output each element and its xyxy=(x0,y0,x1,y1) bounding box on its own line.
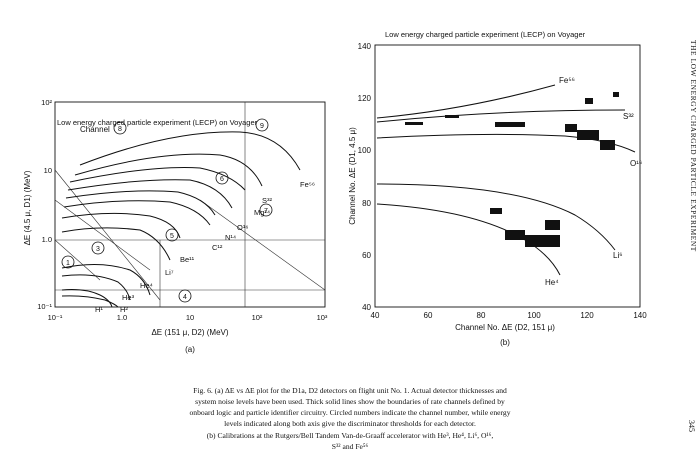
label-n14: N¹⁴ xyxy=(225,233,236,242)
panel-a-label: (a) xyxy=(185,345,195,354)
panel-a-xtick-3: 10² xyxy=(252,313,263,322)
b-curve-fe56 xyxy=(376,84,556,119)
panel-b-xtick-3: 100 xyxy=(527,311,541,320)
panel-b-xlabel: Channel No. ΔE (D2, 151 μ) xyxy=(455,323,555,332)
curve-he4 xyxy=(61,263,151,296)
running-head: THE LOW ENERGY CHARGED PARTICLE EXPERIME… xyxy=(689,40,698,252)
panel-a-xtick-1: 1.0 xyxy=(117,313,127,322)
label-be11: Be¹¹ xyxy=(180,255,195,264)
channel-8: 8 xyxy=(118,126,122,133)
channel-6: 6 xyxy=(220,176,224,183)
caption-line-4: levels indicated along both axis give th… xyxy=(224,419,476,428)
panel-b-ytick-3: 80 xyxy=(362,199,371,208)
panel-b-xtick-1: 60 xyxy=(424,311,433,320)
panel-a-curves xyxy=(61,131,301,308)
panel-b-ytick-2: 100 xyxy=(358,146,372,155)
label-mg24: Mg²⁴ xyxy=(254,208,270,217)
channel-1: 1 xyxy=(66,260,70,267)
panel-b-xtick-2: 80 xyxy=(477,311,486,320)
label-h1: H¹ xyxy=(95,305,103,314)
channel-7: 7 xyxy=(264,208,268,215)
panel-a-ytick-2: 1.0 xyxy=(42,235,52,244)
label-s32: S³² xyxy=(262,196,273,205)
panel-b-curves xyxy=(376,84,636,276)
panel-b-xtick-4: 120 xyxy=(580,311,594,320)
panel-b-xtick-5: 140 xyxy=(633,311,647,320)
panel-a-ytick-1: 10 xyxy=(44,166,52,175)
channel-4: 4 xyxy=(183,294,187,301)
curve-s32 xyxy=(74,153,263,187)
panel-b-ytick-5: 40 xyxy=(362,303,371,312)
channel-label: Channel xyxy=(80,125,110,134)
panel-a-xtick-2: 10 xyxy=(186,313,194,322)
panel-a-xtick-4: 10³ xyxy=(317,313,328,322)
panel-a-xlabel: ΔE (151 μ, D2) (MeV) xyxy=(151,328,228,337)
panel-b-title: Low energy charged particle experiment (… xyxy=(385,30,586,39)
panel-b-ylabel: Channel No. ΔE (D1, 4.5 μ) xyxy=(348,127,357,225)
caption-line-5: (b) Calibrations at the Rutgers/Bell Tan… xyxy=(206,431,494,440)
label-o16: O¹⁶ xyxy=(237,223,248,232)
caption-line-3: onboard logic and particle identifier ci… xyxy=(189,408,511,417)
caption-line-1: Fig. 6. (a) ΔE vs ΔE plot for the D1a, D… xyxy=(193,386,507,395)
curve-h1 xyxy=(61,289,113,308)
panel-a-ytick-3: 10⁻¹ xyxy=(37,302,52,311)
channel-circles xyxy=(61,118,273,303)
caption-line-2: system noise levels have been used. Thic… xyxy=(195,397,505,406)
curve-fe56 xyxy=(79,131,301,171)
label-c12: C¹² xyxy=(212,243,223,252)
panel-b-frame xyxy=(374,44,641,308)
b-label-s32: S³² xyxy=(623,112,634,121)
label-fe56: Fe⁵⁶ xyxy=(300,180,315,189)
panel-b-ytick-4: 60 xyxy=(362,251,371,260)
panel-b-ytick-0: 140 xyxy=(358,42,372,51)
channel-3: 3 xyxy=(96,246,100,253)
panel-b-points xyxy=(405,92,619,247)
curve-c12 xyxy=(63,200,211,226)
panel-b-label: (b) xyxy=(500,338,510,347)
panel-b-figure: 140 120 100 80 60 40 40 60 80 100 120 14… xyxy=(348,42,647,347)
panel-b-xtick-0: 40 xyxy=(371,311,380,320)
label-li7: Li⁷ xyxy=(165,268,174,277)
panel-a-ylabel: ΔE (4.5 μ, D1) (MeV) xyxy=(23,170,32,245)
curve-mg24 xyxy=(69,167,246,191)
b-curve-li6 xyxy=(376,183,616,251)
panel-a-frame xyxy=(54,101,326,308)
curve-o16 xyxy=(67,179,233,209)
label-he4: He⁴ xyxy=(140,281,153,290)
b-curve-s32 xyxy=(376,109,626,123)
panel-b-ytick-1: 120 xyxy=(358,94,372,103)
curve-be11 xyxy=(61,212,181,239)
b-label-fe56: Fe⁵⁶ xyxy=(559,76,575,85)
label-h2: H² xyxy=(120,305,128,314)
caption-line-6: S³² and Fe⁵⁶ xyxy=(331,442,369,451)
page-number: 345 xyxy=(687,420,696,432)
curve-h2 xyxy=(61,295,119,308)
curve-li7 xyxy=(61,227,171,261)
curve-he3 xyxy=(61,274,131,301)
panel-a-xtick-0: 10⁻¹ xyxy=(48,313,63,322)
b-label-o16: O¹⁶ xyxy=(630,159,642,168)
panel-a-ytick-0: 10² xyxy=(41,98,52,107)
panel-a-figure: 10² 10 1.0 10⁻¹ 10⁻¹ 1.0 10 10² 10³ ΔE (… xyxy=(23,98,328,354)
panel-a-title: Low energy charged particle experiment (… xyxy=(57,118,258,127)
channel-5: 5 xyxy=(170,233,174,240)
channel-9: 9 xyxy=(260,123,264,130)
b-label-he4: He⁴ xyxy=(545,278,559,287)
label-he3: He³ xyxy=(122,293,135,302)
curve-n14 xyxy=(65,190,216,216)
b-label-li6: Li⁶ xyxy=(613,251,623,260)
panel-a-boundaries xyxy=(54,102,326,307)
